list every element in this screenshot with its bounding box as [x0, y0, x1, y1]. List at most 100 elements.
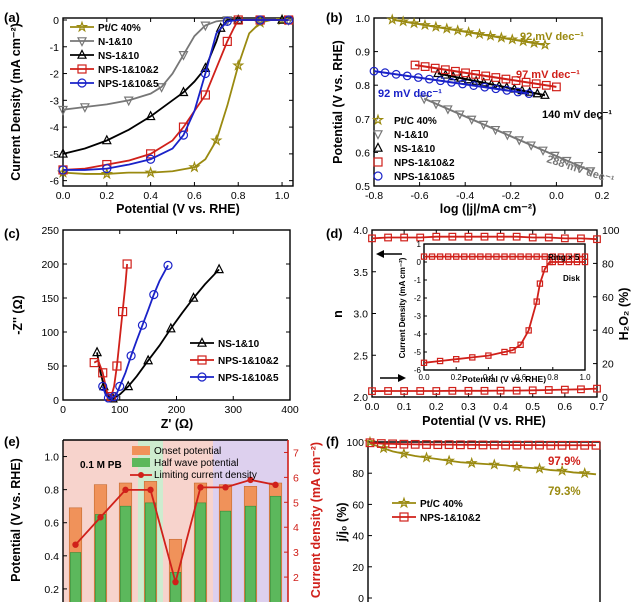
- y-tick-label: -3: [50, 95, 59, 107]
- slope-annotation: 288 mV dec⁻¹: [545, 153, 616, 186]
- x-tick-label: 0.5: [525, 401, 540, 413]
- legend-marker: [197, 337, 207, 347]
- data-point: [577, 385, 585, 394]
- data-point: [284, 15, 294, 25]
- x-tick-label: -0.4: [456, 190, 474, 202]
- x-tick-label: 0.0: [56, 190, 71, 202]
- inset-data-point: [581, 258, 589, 266]
- data-point: [126, 351, 136, 361]
- legend-swatch-halfwave: [132, 458, 150, 467]
- data-point: [467, 440, 477, 450]
- data-point: [165, 322, 176, 333]
- panel-f: 0 20 40 60 80 100 97.9% 79.3% Pt/C 40% NPS-1&10&2…: [326, 434, 601, 602]
- limiting-current-point: [147, 486, 154, 494]
- x-tick-label: 0.6: [187, 190, 202, 202]
- data-point: [145, 110, 156, 121]
- x-tick-label: 300: [224, 404, 242, 416]
- data-point: [143, 354, 154, 365]
- legend-marker: [397, 496, 411, 509]
- inset-data-point: [501, 348, 508, 356]
- data-point: [123, 380, 134, 391]
- data-point: [101, 134, 112, 145]
- x-tick-label: 0: [60, 404, 66, 416]
- x-tick-label: -0.2: [502, 190, 520, 202]
- plot-frame: [62, 17, 294, 187]
- data-point: [232, 59, 245, 71]
- inset-y-tick-label: -1: [414, 276, 422, 285]
- legend-marker: [371, 113, 385, 126]
- inset-data-point: [436, 357, 444, 365]
- ptc-retention-label: 79.3%: [548, 486, 581, 498]
- inset-y-tick-label: -4: [414, 330, 422, 339]
- data-point: [178, 86, 189, 97]
- y2-tick-label: 6: [293, 472, 299, 484]
- y-tick-label: 2.5: [353, 350, 368, 362]
- y-tick-label: 1.0: [44, 452, 59, 464]
- y-tick-label: 200: [41, 259, 59, 271]
- data-point: [546, 440, 556, 450]
- data-point: [464, 386, 473, 395]
- inset-data-point: [517, 341, 524, 349]
- data-point: [255, 15, 265, 25]
- y-tick-label: 0.5: [355, 181, 370, 193]
- inset-data-point: [453, 253, 460, 260]
- data-point: [512, 386, 521, 395]
- data-point: [103, 393, 114, 403]
- data-point: [444, 440, 454, 450]
- halfwave-bar: [244, 505, 257, 602]
- inset-data-point: [469, 354, 476, 361]
- data-point: [365, 438, 375, 448]
- y-tick-label: 40: [352, 531, 364, 543]
- y-tick-label: 0.8: [355, 80, 370, 92]
- slope-annotation: 92 mV dec⁻¹: [378, 88, 442, 100]
- inset-x-tick-label: 0.0: [418, 373, 430, 382]
- data-point: [384, 233, 392, 242]
- legend-label: Pt/C 40%: [394, 116, 437, 127]
- plot-frame: [373, 17, 603, 187]
- panel-label: (f): [326, 434, 339, 449]
- y-axis-label: Potential (V vs. RHE): [331, 40, 345, 164]
- limiting-current-point: [272, 481, 279, 489]
- inset-data-point: [493, 253, 500, 260]
- y-axis-label: -Z'' (Ω): [11, 295, 25, 335]
- inset-data-point: [517, 253, 524, 260]
- y-tick-label: 80: [352, 468, 364, 480]
- data-point: [512, 232, 521, 241]
- inset-data-point: [436, 253, 444, 260]
- halfwave-bar: [269, 495, 282, 602]
- series-line: [101, 264, 169, 400]
- inset-data-point: [509, 253, 516, 260]
- inset-y-tick-label: -6: [414, 366, 422, 375]
- data-point: [533, 462, 546, 474]
- data-point: [117, 307, 128, 317]
- x-tick-label: 0.3: [461, 401, 476, 413]
- data-point: [188, 160, 201, 173]
- y-tick-label: 50: [47, 361, 59, 373]
- panel-e: 0.2 0.4 0.6 0.8 1.0 2 3 4 5 6 7 Onset potentialHalf…: [4, 434, 323, 602]
- inset-data-point: [509, 347, 516, 354]
- y2-tick-label: 2: [293, 572, 299, 584]
- data-point: [156, 83, 167, 93]
- inset-data-point: [525, 327, 532, 334]
- y-tick-label: 2.0: [353, 392, 368, 404]
- halfwave-bar: [69, 552, 82, 602]
- data-point: [489, 440, 499, 450]
- y2-tick-label: 5: [293, 497, 299, 509]
- x-axis-label: Potential (V vs. RHE): [116, 202, 240, 216]
- x-tick-label: 0.6: [558, 401, 573, 413]
- arrow-head: [398, 374, 406, 382]
- y-tick-label: -5: [50, 149, 59, 161]
- data-point: [448, 232, 457, 241]
- inset-series-line: [423, 261, 585, 364]
- series-line: [63, 19, 289, 171]
- data-point: [146, 149, 156, 159]
- data-point: [544, 233, 553, 242]
- data-point: [496, 232, 505, 241]
- data-point: [416, 233, 425, 242]
- data-point: [448, 386, 457, 395]
- data-point: [178, 130, 189, 140]
- data-point: [544, 386, 553, 394]
- limiting-current-point: [222, 484, 229, 491]
- y-tick-label: 100: [41, 327, 59, 339]
